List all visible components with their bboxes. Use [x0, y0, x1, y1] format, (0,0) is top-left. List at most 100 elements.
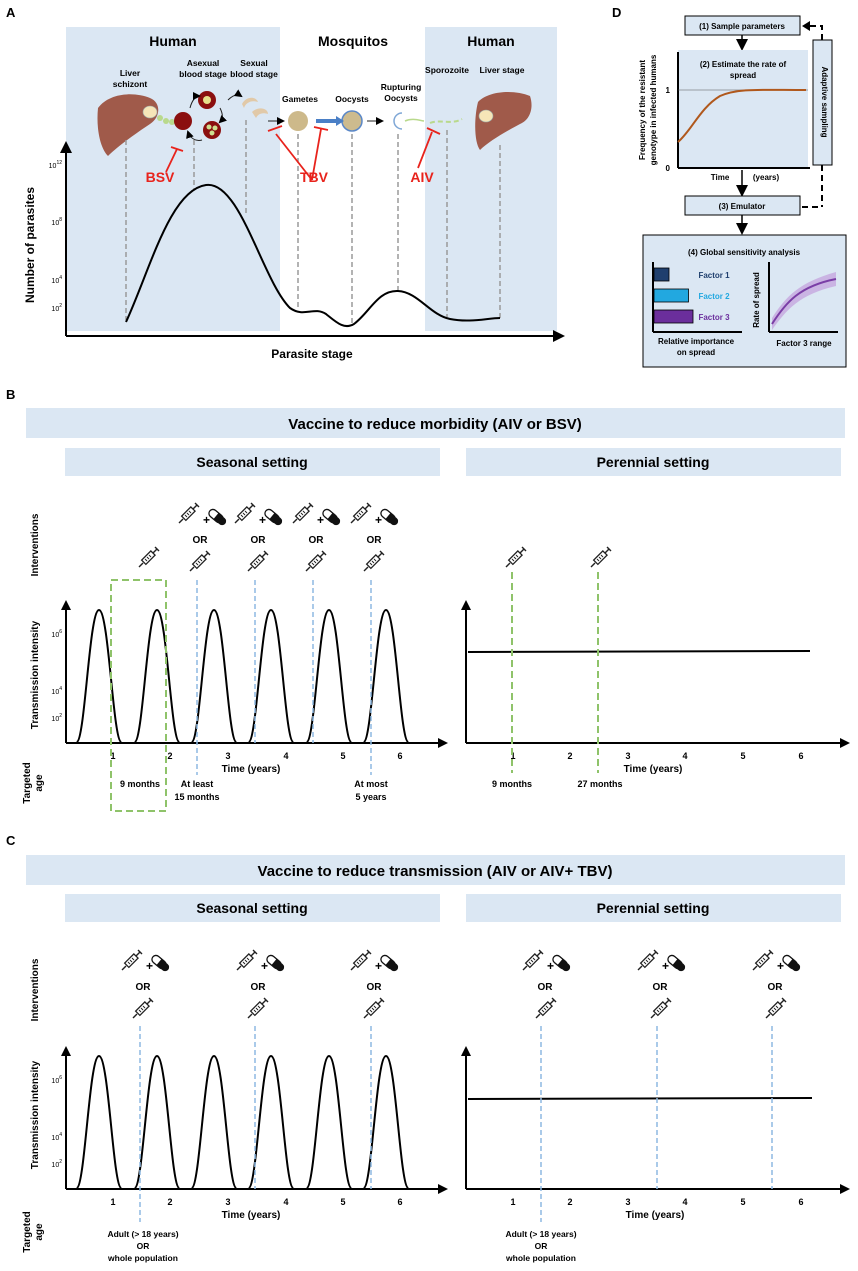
b-title-band	[26, 408, 845, 438]
c-p-blue-dashes	[540, 1026, 773, 1222]
b-p-xtick-5: 5	[740, 751, 745, 761]
svg-text:OR: OR	[367, 982, 383, 993]
c-s-intervention-3: + OR	[350, 949, 401, 1019]
b-perennial-x-ticks: 1 2 3 4 5 6	[510, 751, 803, 761]
svg-text:+: +	[259, 513, 266, 527]
box3-text: (3) Emulator	[719, 202, 766, 211]
svg-text:+: +	[547, 959, 554, 973]
b-interventions-label: Interventions	[30, 513, 41, 576]
b-targeted-age-2: age	[34, 774, 45, 792]
c-perennial-band	[466, 894, 841, 922]
b-s-peak-3	[190, 608, 238, 743]
factor-bar-1	[653, 267, 670, 282]
svg-text:+: +	[146, 959, 153, 973]
stage-oocysts: Oocysts	[335, 94, 369, 104]
b-p-level-line	[467, 650, 811, 653]
box2-text-2: spread	[730, 71, 756, 80]
c-perennial-title: Perennial setting	[597, 900, 710, 916]
range-label: Factor 3 range	[776, 339, 832, 348]
bar-xlabel-1: Relative importance	[658, 337, 735, 346]
c-p-age-1: Adult (> 18 years)	[505, 1229, 576, 1239]
d-x-label: Time	[711, 173, 730, 182]
a-ytick-8: 108	[51, 217, 62, 227]
vaccine-inhibition-lines	[165, 125, 441, 181]
svg-text:+: +	[662, 959, 669, 973]
c-s-peak-3	[190, 1054, 238, 1189]
svg-text:OR: OR	[136, 982, 152, 993]
c-p-xtick-4: 4	[682, 1197, 687, 1207]
factor-label-3: Factor 3	[698, 313, 730, 322]
panel-c: C Vaccine to reduce transmission (AIV or…	[6, 833, 850, 1263]
b-s-ytick-2: 102	[51, 713, 62, 723]
adaptive-dash-up	[806, 25, 823, 40]
c-p-xtick-6: 6	[798, 1197, 803, 1207]
c-s-xtick-4: 4	[283, 1197, 288, 1207]
b-y-label: Transmission intensity	[30, 620, 41, 729]
b-s-intervention-1: + OR	[178, 502, 229, 572]
stage-asexual-1: Asexual	[187, 58, 220, 68]
b-s-xtick-2: 2	[167, 751, 172, 761]
b-s-ytick-4: 104	[51, 686, 62, 696]
stage-rupturing-1: Rupturing	[381, 82, 422, 92]
a-y-label: Number of parasites	[23, 187, 37, 303]
header-mosquitos: Mosquitos	[318, 33, 388, 49]
panel-letter-c: C	[6, 833, 16, 848]
label-aiv: AIV	[410, 169, 434, 185]
c-s-y-arrow	[61, 1046, 71, 1056]
svg-text:+: +	[261, 959, 268, 973]
c-s-xtick-3: 3	[225, 1197, 230, 1207]
c-p-intervention-2: + OR	[637, 949, 688, 1019]
stage-sexual-2: blood stage	[230, 69, 278, 79]
b-p-syringe-1	[505, 546, 527, 568]
b-age-box	[110, 579, 167, 812]
c-title: Vaccine to reduce transmission (AIV or A…	[258, 863, 613, 880]
svg-text:OR: OR	[251, 535, 267, 546]
c-s-peak-5	[305, 1054, 353, 1189]
panel-letter-d: D	[612, 5, 621, 20]
c-s-blue-dashes	[139, 1026, 372, 1222]
factor-label-1: Factor 1	[698, 271, 730, 280]
c-p-intervention-1: + OR	[522, 949, 573, 1019]
c-s-age-2: OR	[137, 1241, 150, 1251]
c-seasonal-x-ticks: 1 2 3 4 5 6	[110, 1197, 402, 1207]
liver-right-illustration	[475, 92, 532, 150]
b-perennial-band	[466, 448, 841, 476]
asexual-cycle-illustration	[174, 89, 243, 141]
d-y-label-1: Frequency of the resistant	[638, 60, 647, 160]
b-s-peak-1	[75, 608, 123, 743]
header-human-right: Human	[467, 33, 514, 49]
svg-text:OR: OR	[367, 535, 383, 546]
b-seasonal-x-ticks: 1 2 3 4 5 6	[110, 751, 402, 761]
factor-bar-2	[653, 288, 689, 303]
c-p-xtick-5: 5	[740, 1197, 745, 1207]
factor-bars: Factor 1 Factor 2 Factor 3	[653, 267, 730, 324]
stage-sexual-1: Sexual	[240, 58, 267, 68]
arrow-to-oocysts-head	[336, 116, 344, 126]
factor-bar-3	[653, 309, 694, 324]
c-s-ytick-2: 102	[51, 1159, 62, 1169]
rupturing-oocyst-illustration	[393, 112, 425, 130]
c-s-x-arrow	[438, 1184, 448, 1194]
svg-text:+: +	[777, 959, 784, 973]
d-x-unit: (years)	[753, 173, 780, 182]
c-p-age-2: OR	[535, 1241, 548, 1251]
bar-xlabel-2: on spread	[677, 348, 715, 357]
svg-text:OR: OR	[251, 982, 267, 993]
b-s-intervention-4: + OR	[350, 502, 401, 572]
b-seasonal-title: Seasonal setting	[196, 454, 307, 470]
c-s-ytick-6: 106	[51, 1075, 62, 1085]
b-seasonal-band	[65, 448, 440, 476]
panel-letter-a: A	[6, 5, 16, 20]
a-ytick-12: 1012	[49, 160, 63, 170]
b-s-age-15m-2: 15 months	[174, 792, 219, 802]
b-s-intervention-2: + OR	[234, 502, 285, 572]
b-s-syringe-1	[138, 546, 160, 568]
c-s-age-3: whole population	[107, 1253, 178, 1263]
gametocyte-illustration	[242, 97, 268, 118]
sporozoite-illustration	[429, 118, 463, 124]
oocyst-illustration	[341, 110, 363, 132]
c-s-age-1: Adult (> 18 years)	[107, 1229, 178, 1239]
b-s-x-label: Time (years)	[222, 764, 281, 775]
b-s-y-arrow	[61, 600, 71, 610]
